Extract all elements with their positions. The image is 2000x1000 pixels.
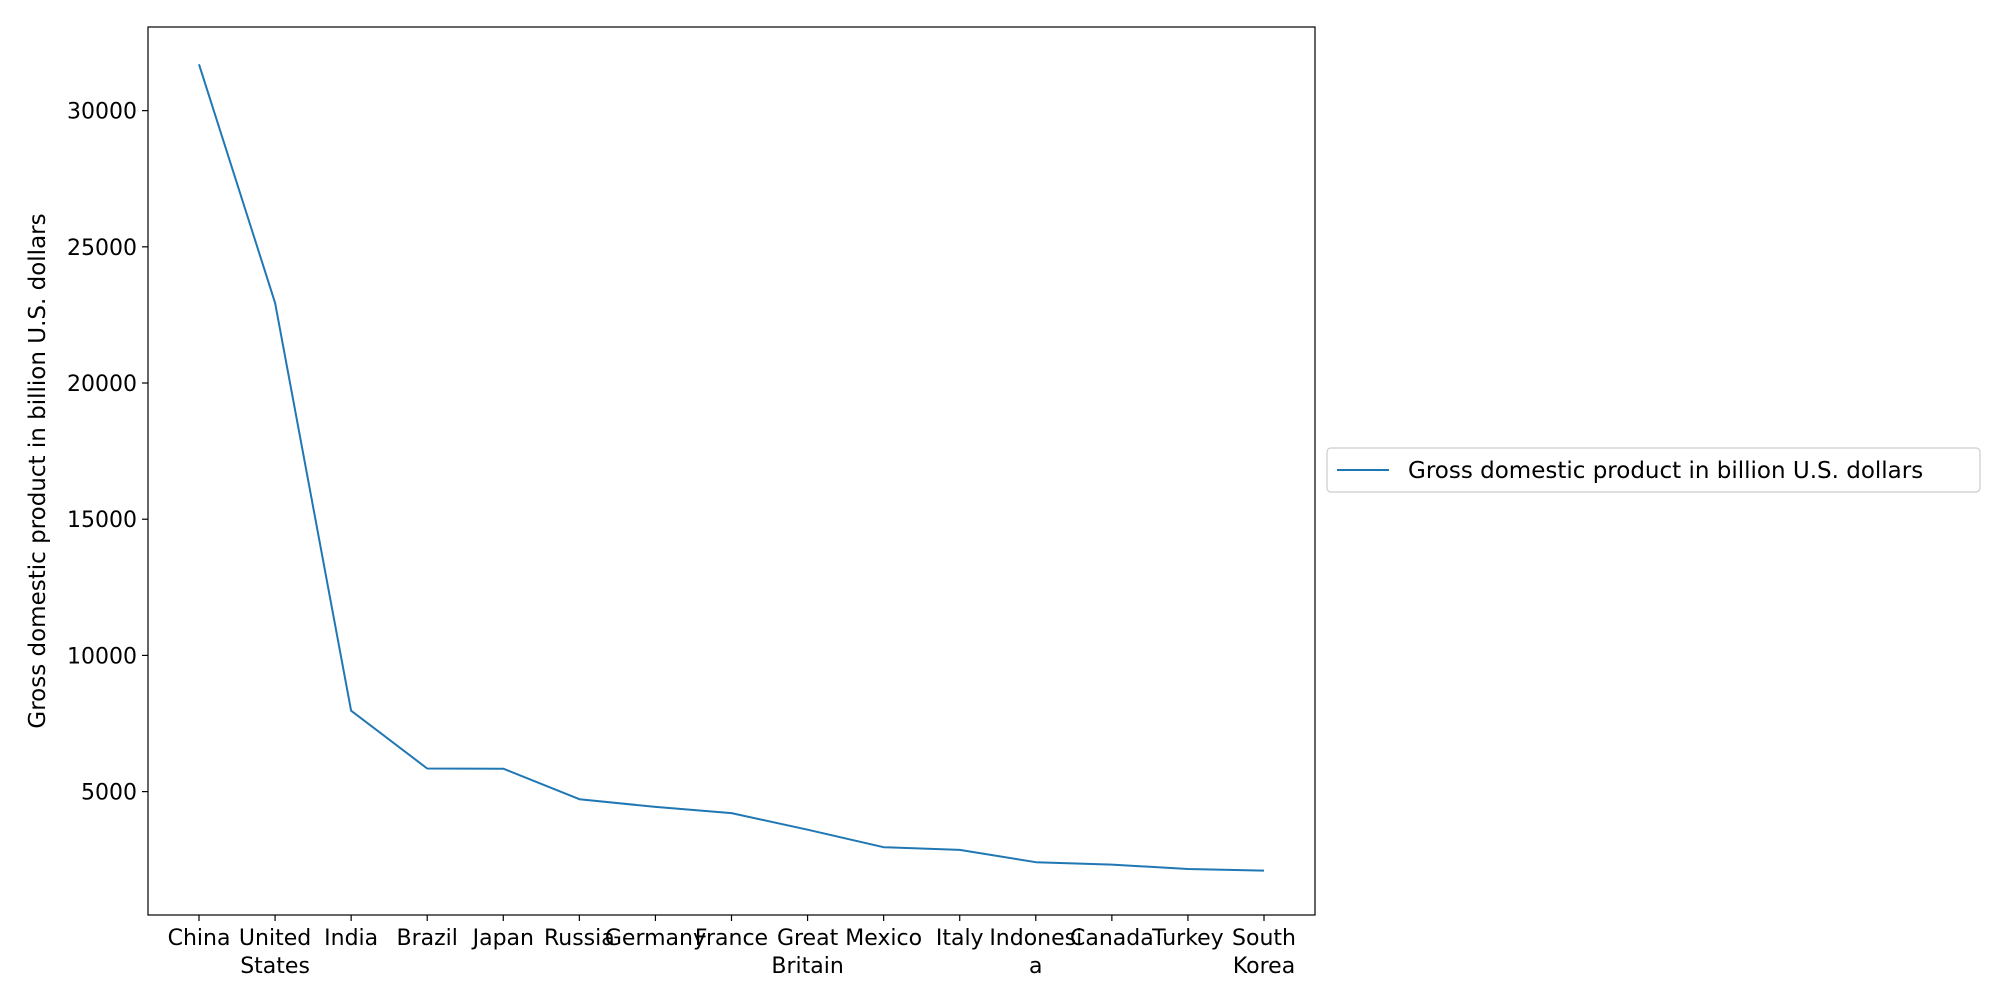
- x-tick-label: Great Britain: [771, 926, 843, 979]
- y-tick-label: 5000: [81, 781, 137, 806]
- x-tick-label: France: [695, 926, 768, 951]
- y-axis-ticks: 5000 10000 15000 20000 25000 30000: [67, 100, 148, 806]
- y-tick-label: 25000: [67, 236, 137, 261]
- y-tick-label: 30000: [67, 100, 137, 125]
- x-tick-label: Japan: [471, 926, 534, 951]
- x-tick-label: India: [324, 926, 378, 951]
- legend: Gross domestic product in billion U.S. d…: [1327, 448, 1980, 492]
- y-axis-label: Gross domestic product in billion U.S. d…: [25, 213, 51, 728]
- y-tick-label: 20000: [67, 372, 137, 397]
- x-tick-label: Mexico: [845, 926, 922, 951]
- x-tick-label: South Korea: [1232, 926, 1296, 979]
- y-tick-label: 15000: [67, 508, 137, 533]
- x-tick-label: Canada: [1070, 926, 1154, 951]
- plot-area: [148, 27, 1315, 915]
- y-tick-label: 10000: [67, 644, 137, 669]
- x-tick-label: China: [168, 926, 231, 951]
- x-tick-label: Italy: [936, 926, 984, 951]
- x-tick-label: Turkey: [1151, 926, 1224, 951]
- x-tick-label: Indonesi a: [989, 926, 1082, 979]
- x-tick-label: Brazil: [397, 926, 458, 951]
- x-tick-label: United States: [239, 926, 311, 979]
- legend-label: Gross domestic product in billion U.S. d…: [1408, 458, 1923, 484]
- x-tick-label: Germany: [605, 926, 706, 951]
